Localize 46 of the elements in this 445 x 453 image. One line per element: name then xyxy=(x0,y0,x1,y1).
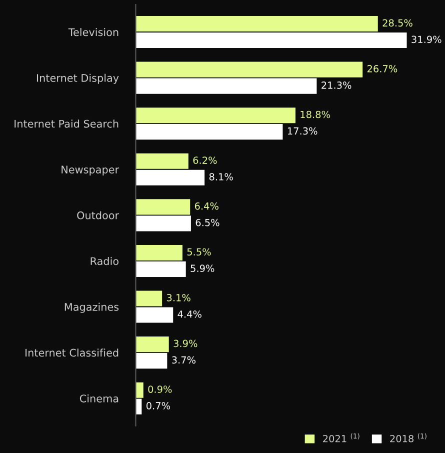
y-tick-label: Internet Classified xyxy=(26,348,118,357)
data-label: 3.7% xyxy=(172,356,196,364)
bar xyxy=(136,244,182,261)
y-tick-label: Radio xyxy=(90,257,118,266)
y-tick-label: Internet Paid Search xyxy=(14,120,118,128)
data-label: 18.8% xyxy=(300,110,330,118)
data-label: 3.1% xyxy=(166,294,190,302)
bar xyxy=(136,62,363,78)
data-label: 0.7% xyxy=(146,402,170,410)
bar xyxy=(136,32,407,48)
bar xyxy=(136,78,317,94)
bar xyxy=(136,382,144,398)
bar xyxy=(136,153,188,169)
bar xyxy=(136,216,191,232)
data-label: 26.7% xyxy=(367,65,398,72)
y-tick-label: Magazines xyxy=(64,302,119,313)
y-tick-label: Cinema xyxy=(80,394,118,402)
data-label: 6.4% xyxy=(194,202,218,210)
data-label: 0.9% xyxy=(148,386,172,393)
data-label: 31.9% xyxy=(412,36,442,44)
bar xyxy=(136,16,378,32)
legend-label: 2021 $^{(1)}$ xyxy=(323,433,360,442)
legend-label: 2018 $^{(1)}$ xyxy=(390,433,426,442)
y-tick-label: Outdoor xyxy=(77,211,120,220)
data-label: 21.3% xyxy=(322,82,352,89)
data-label: 5.5% xyxy=(187,248,211,256)
data-label: 17.3% xyxy=(288,127,318,135)
bar xyxy=(136,336,169,352)
y-tick-label: Internet Display xyxy=(37,74,119,84)
bar xyxy=(136,124,283,140)
bar xyxy=(136,199,190,215)
data-label: 28.5% xyxy=(382,19,412,27)
bar xyxy=(136,108,296,124)
y-tick-label: Television xyxy=(68,28,118,36)
data-label: 5.9% xyxy=(190,264,214,272)
data-label: 4.4% xyxy=(178,310,202,318)
bar xyxy=(136,353,168,369)
bar xyxy=(136,261,186,277)
bar xyxy=(136,290,162,306)
data-label: 3.9% xyxy=(174,340,198,348)
data-label: 8.1% xyxy=(209,173,233,180)
bar xyxy=(136,307,174,323)
y-tick-label: Newspaper xyxy=(62,166,120,176)
data-label: 6.5% xyxy=(196,218,220,226)
bar xyxy=(136,170,205,186)
data-label: 6.2% xyxy=(193,156,217,164)
